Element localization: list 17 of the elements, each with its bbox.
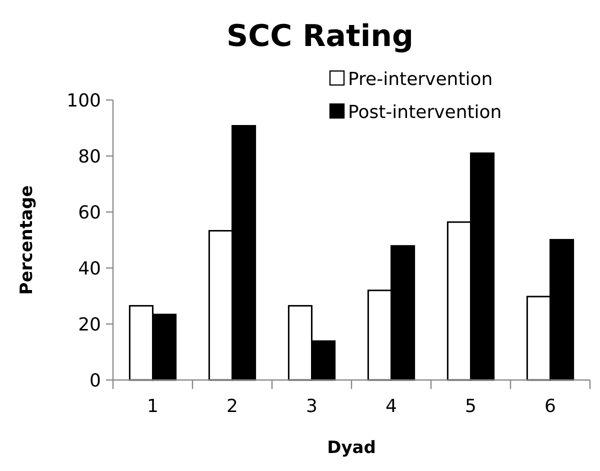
legend-label: Post-intervention <box>348 102 502 123</box>
legend-label: Pre-intervention <box>348 69 493 90</box>
y-tick-label: 0 <box>90 370 101 392</box>
y-tick-label: 80 <box>78 146 101 168</box>
y-tick-label: 100 <box>66 90 101 112</box>
chart-title: SCC Rating <box>226 19 414 54</box>
x-tick-label: 3 <box>306 396 318 417</box>
x-axis-title: Dyad <box>327 438 376 458</box>
x-tick-label: 5 <box>465 396 476 417</box>
x-tick-label: 1 <box>147 396 158 417</box>
x-tick-label: 4 <box>386 396 397 417</box>
y-tick-label: 40 <box>78 258 101 280</box>
y-tick-label: 60 <box>78 202 101 224</box>
x-tick-label: 2 <box>226 396 238 417</box>
y-tick-label: 20 <box>78 314 101 336</box>
y-axis-title: Percentage <box>17 185 37 295</box>
x-tick-label: 6 <box>544 396 556 417</box>
